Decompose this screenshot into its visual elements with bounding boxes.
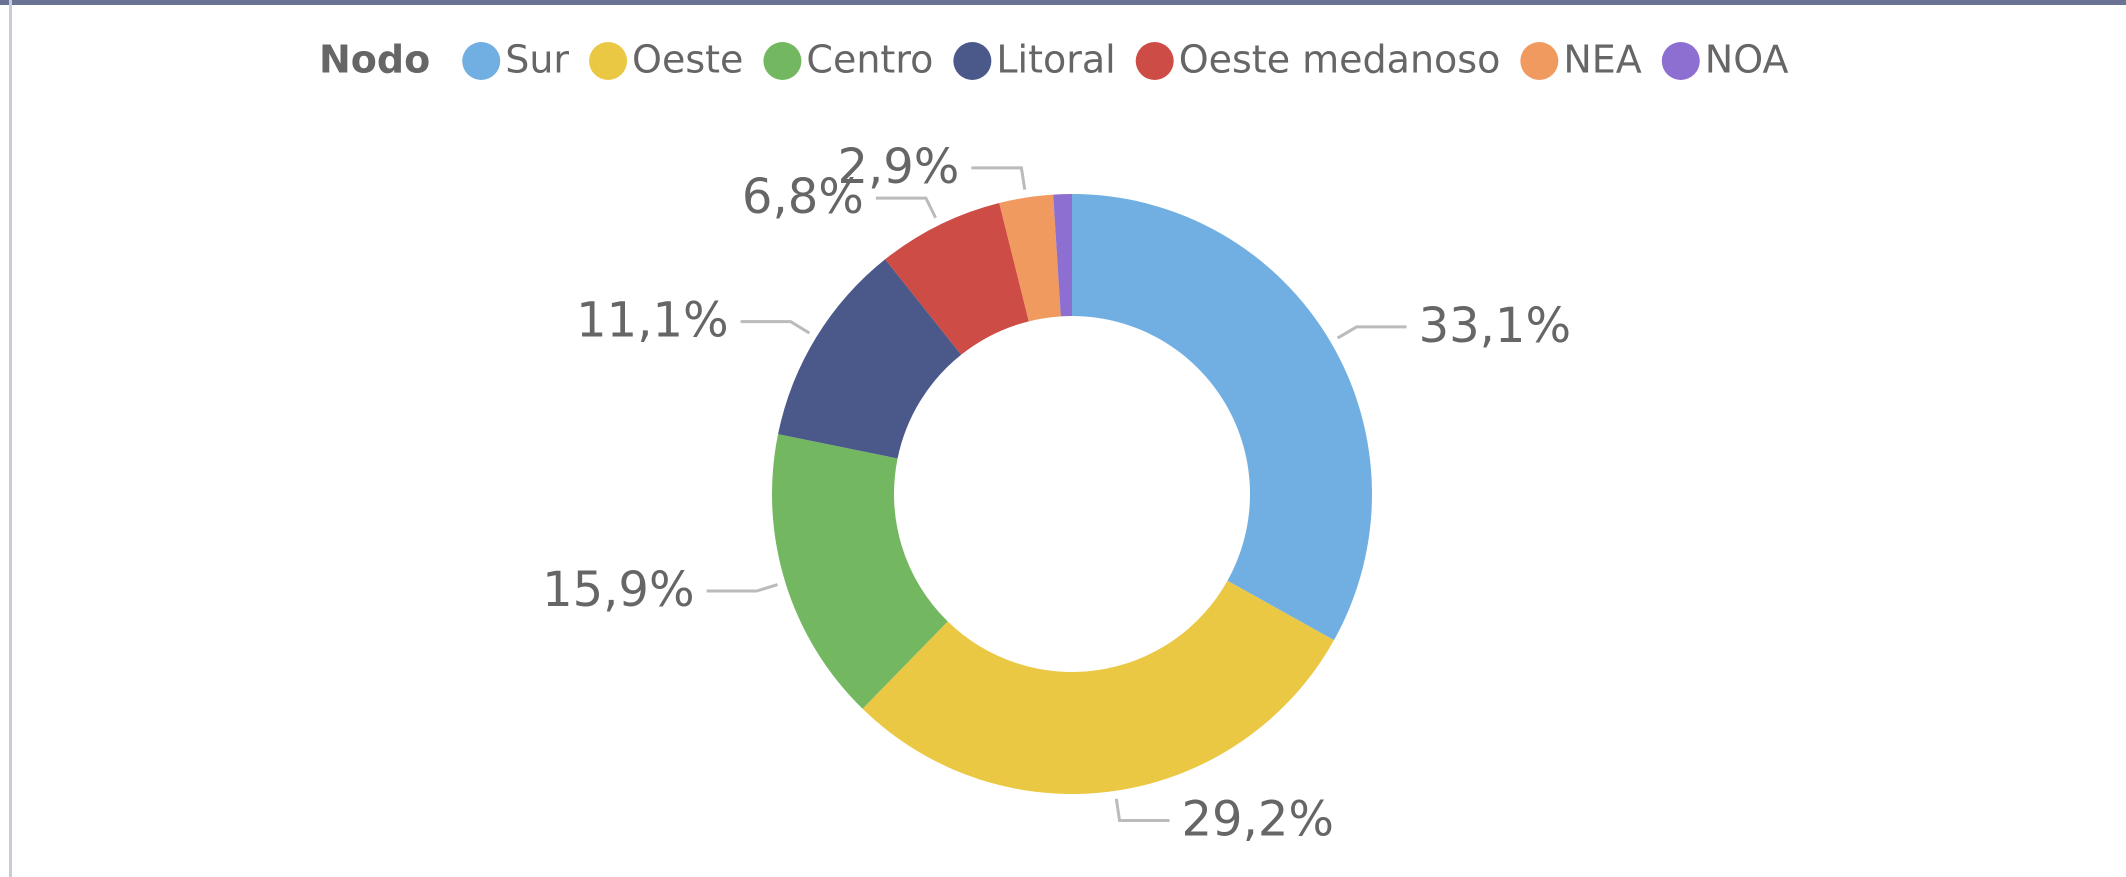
top-border — [0, 0, 2126, 5]
legend-swatch — [1661, 42, 1700, 80]
slice — [999, 194, 1061, 322]
leader-line — [706, 583, 779, 593]
legend-swatch — [589, 42, 628, 80]
data-label: 6,8% — [742, 169, 864, 225]
legend-label: Oeste medanoso — [1179, 38, 1501, 82]
slice — [1053, 194, 1072, 317]
data-label: 15,9% — [542, 562, 694, 618]
leader-line — [740, 320, 811, 335]
legend-label: Sur — [505, 38, 569, 82]
leader-line — [1114, 798, 1170, 823]
legend-swatch — [763, 42, 802, 80]
slice — [778, 259, 962, 459]
leader-line — [971, 166, 1027, 190]
legend-label: NEA — [1563, 38, 1641, 82]
data-label: 29,2% — [1182, 792, 1334, 848]
legend-swatch — [1520, 42, 1559, 80]
legend-label: Oeste — [632, 38, 743, 82]
legend-label: Centro — [806, 38, 933, 82]
leader-line — [875, 196, 937, 219]
left-border — [9, 0, 12, 877]
legend-label: NOA — [1705, 38, 1789, 82]
data-label: 11,1% — [576, 293, 728, 349]
leader-line — [1336, 325, 1407, 340]
slice — [885, 202, 1029, 355]
data-label: 33,1% — [1419, 298, 1571, 354]
legend-title: Nodo — [319, 38, 430, 82]
legend-swatch — [1135, 42, 1174, 80]
legend-swatch — [462, 42, 501, 80]
legend-swatch — [953, 42, 992, 80]
slice — [862, 580, 1334, 795]
legend-label: Litoral — [996, 38, 1115, 82]
slice — [1072, 194, 1372, 641]
data-label: 2,9% — [837, 139, 959, 195]
slice — [771, 434, 948, 709]
